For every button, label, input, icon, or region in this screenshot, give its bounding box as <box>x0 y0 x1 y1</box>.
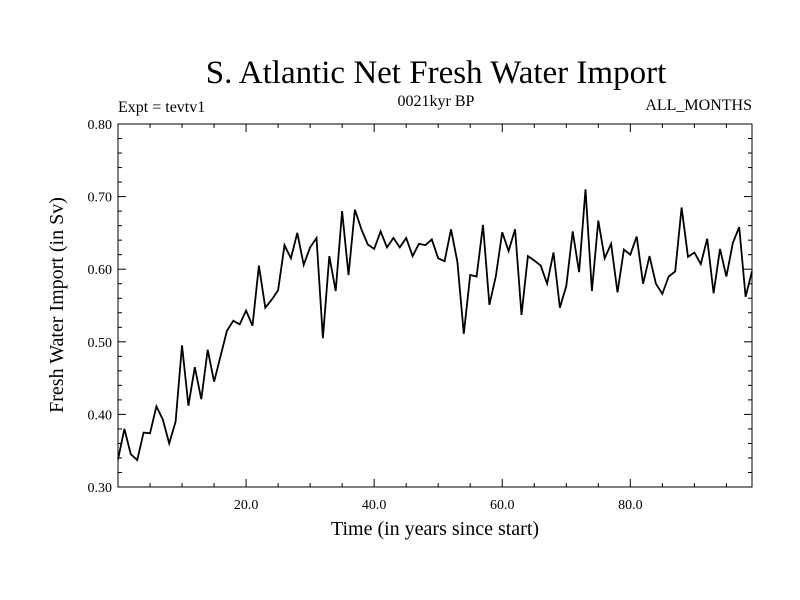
experiment-label: Expt = tevtv1 <box>118 99 205 116</box>
y-axis-label: Fresh Water Import (in Sv) <box>46 197 68 413</box>
y-tick-label: 0.30 <box>88 481 113 496</box>
x-tick-label: 20.0 <box>234 498 259 513</box>
y-tick-label: 0.40 <box>88 408 113 423</box>
y-tick-label: 0.80 <box>88 118 113 133</box>
y-tick-label: 0.70 <box>88 191 113 206</box>
chart-title: S. Atlantic Net Fresh Water Import <box>206 55 667 91</box>
plot-frame <box>117 123 753 488</box>
y-tick-label: 0.50 <box>88 336 113 351</box>
x-tick-label: 60.0 <box>490 498 515 513</box>
series-line <box>117 189 753 462</box>
period-label: 0021kyr BP <box>398 93 475 110</box>
y-tick-label: 0.60 <box>88 263 113 278</box>
y-axis: 0.30 0.40 0.50 0.60 0.70 0.80 <box>88 118 752 496</box>
x-tick-label: 80.0 <box>618 498 643 513</box>
x-axis-label: Time (in years since start) <box>331 518 539 540</box>
months-label: ALL_MONTHS <box>645 97 752 114</box>
x-tick-label: 40.0 <box>362 498 387 513</box>
x-axis: 20.0 40.0 60.0 80.0 <box>149 124 727 513</box>
